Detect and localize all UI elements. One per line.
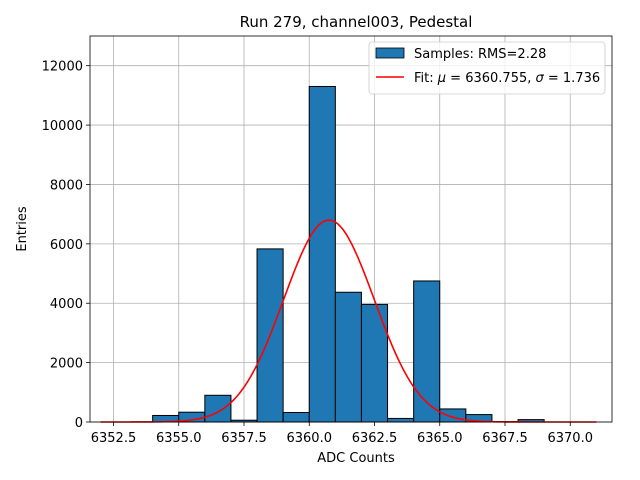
x-axis-ticks: 6352.5 6355.0 6357.5 6360.0 6362.5 6365.0 6367… [91,422,593,446]
legend-box [368,41,606,95]
legend-histogram-swatch [375,47,405,59]
histogram-bar [334,291,362,423]
legend: Samples: RMS=2.28 Fit: μ = 6360.755, σ =… [368,41,606,95]
legend-fit-label: Fit: μ = 6360.755, σ = 1.736 [414,71,600,86]
histogram-bar [308,85,336,423]
legend-histogram-label: Samples: RMS=2.28 [414,47,546,62]
legend-fit-mu-symbol: μ [437,71,446,86]
x-tick-label: 6360.0 [286,431,332,446]
y-tick-label: 12000 [42,60,83,75]
x-tick-label: 6357.5 [221,431,267,446]
histogram-bar [204,394,232,423]
y-tick-label: 10000 [42,119,83,134]
histogram-bar [360,303,389,423]
y-tick-label: 8000 [50,178,83,193]
y-axis-label: Entries [15,206,30,252]
x-tick-label: 6367.5 [482,431,528,446]
y-tick-label: 2000 [50,357,83,372]
plot-area-frame [89,35,613,423]
x-tick-label: 6370.0 [547,431,593,446]
y-tick-label: 0 [75,416,83,431]
x-axis-label: ADC Counts [317,451,395,466]
histogram-bar [387,417,415,423]
y-axis-ticks: 0 2000 4000 6000 8000 10000 12000 [42,60,90,431]
legend-fit-prefix: Fit: [414,71,438,86]
x-tick-label: 6355.0 [156,431,202,446]
y-tick-label: 6000 [50,238,83,253]
x-tick-label: 6365.0 [417,431,463,446]
histogram-bar [413,280,441,423]
x-tick-label: 6362.5 [352,431,398,446]
legend-fit-mu-value: = 6360.755, [446,71,535,86]
histogram-bar [282,411,310,423]
y-tick-label: 4000 [50,297,83,312]
legend-fit-sigma-value: = 1.736 [544,71,600,86]
legend-fit-sigma-symbol: σ [536,71,545,86]
x-tick-label: 6352.5 [91,431,137,446]
chart-title: Run 279, channel003, Pedestal [240,13,473,31]
